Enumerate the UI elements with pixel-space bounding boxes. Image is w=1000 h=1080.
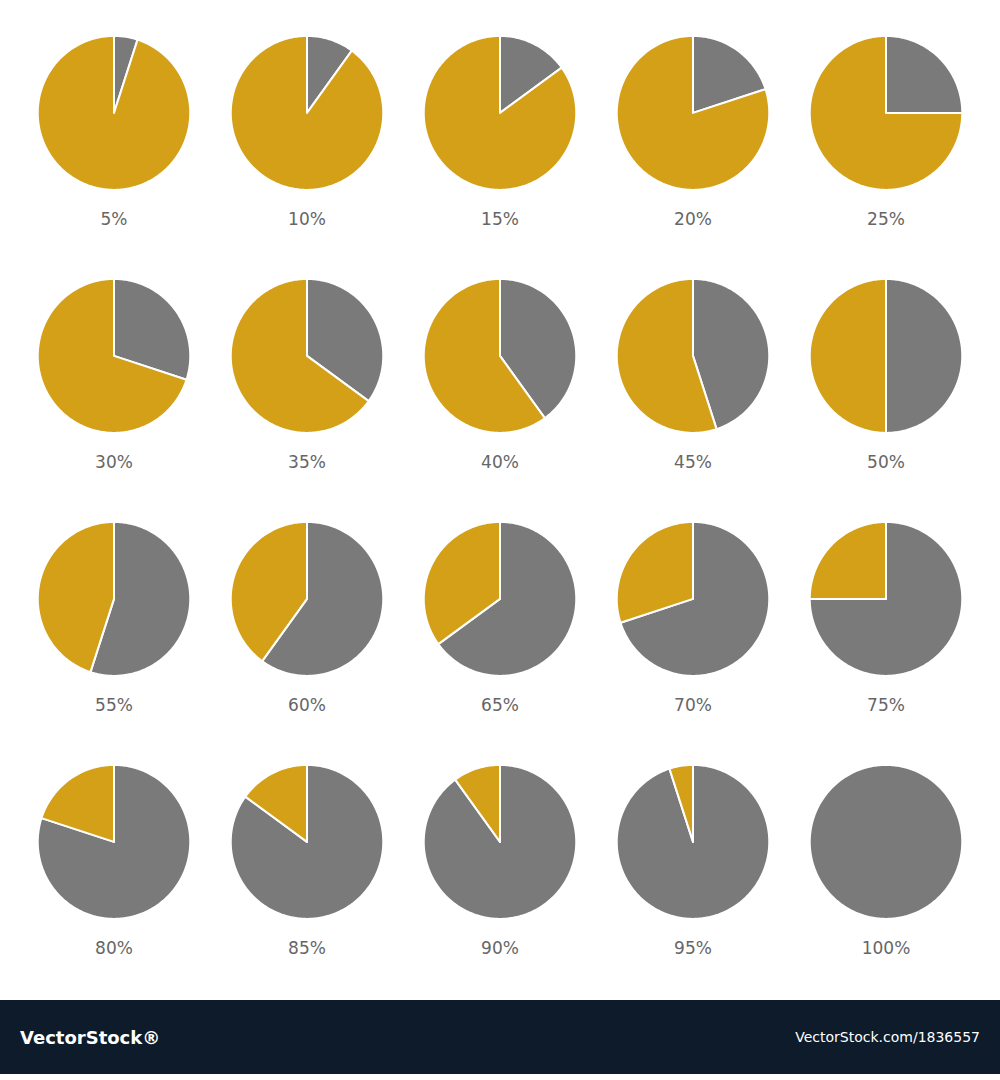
svg-text:15%: 15% [481, 209, 519, 229]
svg-text:50%: 50% [867, 452, 905, 472]
svg-text:5%: 5% [101, 209, 128, 229]
html-text:VectorStock®: VectorStock® [20, 1026, 161, 1048]
svg-text:90%: 90% [481, 938, 519, 958]
svg-text:10%: 10% [288, 209, 326, 229]
svg-text:20%: 20% [674, 209, 712, 229]
svg-text:100%: 100% [862, 938, 911, 958]
svg-text:70%: 70% [674, 695, 712, 715]
svg-text:80%: 80% [95, 938, 133, 958]
svg-text:75%: 75% [867, 695, 905, 715]
svg-text:65%: 65% [481, 695, 519, 715]
svg-text:30%: 30% [95, 452, 133, 472]
svg-text:85%: 85% [288, 938, 326, 958]
html-text:VectorStock.com/1836557: VectorStock.com/1836557 [795, 1029, 980, 1045]
svg-text:60%: 60% [288, 695, 326, 715]
svg-text:35%: 35% [288, 452, 326, 472]
svg-text:45%: 45% [674, 452, 712, 472]
svg-text:40%: 40% [481, 452, 519, 472]
svg-text:25%: 25% [867, 209, 905, 229]
svg-text:55%: 55% [95, 695, 133, 715]
svg-text:95%: 95% [674, 938, 712, 958]
